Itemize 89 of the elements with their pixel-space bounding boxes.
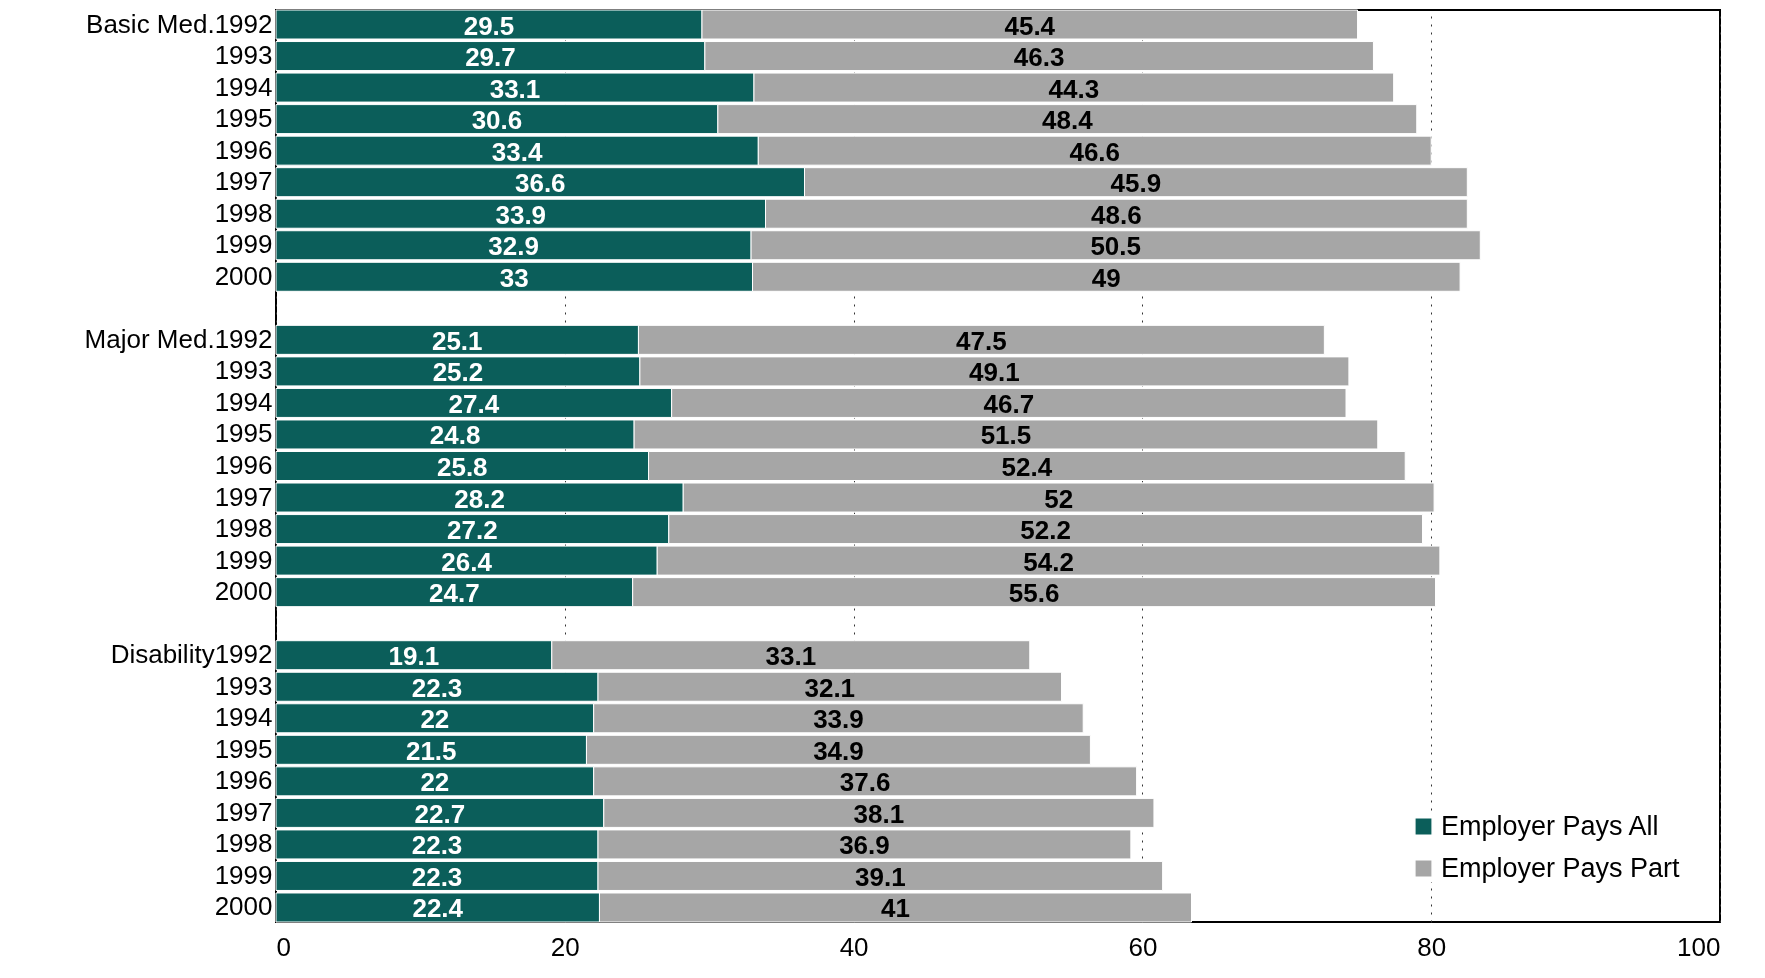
- data-label: 52.4: [1001, 452, 1053, 482]
- y-tick-label: 1996: [214, 134, 273, 165]
- data-label: 34.9: [813, 735, 864, 766]
- data-label: 25.2: [432, 357, 484, 388]
- data-label: 22: [420, 767, 450, 798]
- data-label: 37.6: [839, 767, 891, 798]
- x-tick-label: 100: [1677, 931, 1721, 962]
- y-tick-label: 1999: [214, 229, 273, 260]
- y-tick-label: 1994: [214, 71, 273, 102]
- y-tick-label: 1994: [214, 702, 273, 733]
- y-tick-label: 1993: [214, 355, 273, 386]
- data-label: 48.4: [1042, 105, 1094, 136]
- y-tick-label: 1997: [214, 796, 273, 827]
- y-tick-label: 1995: [214, 103, 273, 134]
- data-label: 46.7: [983, 388, 1035, 419]
- data-label: 33.1: [765, 641, 817, 672]
- data-label: 24.8: [429, 420, 481, 451]
- data-label: 19.1: [388, 641, 440, 672]
- data-label: 32.9: [488, 231, 539, 262]
- x-tick-label: 20: [550, 931, 580, 962]
- data-label: 27.4: [448, 388, 500, 419]
- data-label: 46.3: [1013, 42, 1065, 73]
- data-label: 39.1: [855, 861, 906, 892]
- data-label: 22.3: [411, 672, 463, 703]
- data-label: 47.5: [956, 325, 1007, 356]
- data-label: 48.6: [1091, 199, 1142, 230]
- data-label: 45.9: [1110, 168, 1162, 199]
- data-label: 28.2: [454, 483, 505, 514]
- data-label: 22.7: [414, 798, 466, 829]
- y-tick-label: 1998: [214, 513, 273, 544]
- data-label: 44.3: [1048, 73, 1100, 104]
- data-label: 51.5: [980, 420, 1032, 451]
- data-label: 25.1: [431, 325, 483, 356]
- data-label: 29.7: [465, 42, 516, 73]
- data-label: 33.1: [489, 73, 541, 104]
- data-label: 52.2: [1020, 515, 1071, 546]
- x-tick-label: 0: [276, 931, 291, 962]
- data-label: 33.9: [813, 704, 864, 735]
- data-label: 22.4: [412, 893, 464, 924]
- y-tick-label: 1999: [214, 859, 273, 890]
- data-label: 22: [420, 704, 450, 735]
- data-label: 33: [499, 262, 529, 293]
- y-tick-label: 1996: [214, 450, 273, 480]
- data-label: 33.4: [491, 136, 543, 167]
- data-label: 45.4: [1004, 10, 1056, 41]
- x-tick-label: 80: [1417, 931, 1447, 962]
- data-label: 46.6: [1069, 136, 1121, 167]
- legend-label: Employer Pays All: [1441, 810, 1659, 841]
- y-tick-label: 1997: [214, 166, 273, 197]
- y-tick-label: 2000: [214, 576, 273, 607]
- legend-label: Employer Pays Part: [1441, 852, 1681, 883]
- data-label: 49: [1091, 262, 1121, 293]
- data-label: 32.1: [804, 672, 856, 703]
- data-label: 41: [881, 893, 910, 924]
- y-tick-label: 1993: [214, 40, 273, 71]
- data-label: 27.2: [447, 515, 498, 546]
- x-tick-label: 60: [1128, 931, 1158, 962]
- y-tick-label: 1998: [214, 828, 273, 859]
- data-label: 55.6: [1008, 578, 1060, 609]
- data-label: 22.3: [411, 861, 463, 892]
- data-label: 26.4: [441, 546, 493, 577]
- data-label: 29.5: [463, 10, 515, 41]
- y-tick-label: 1999: [214, 544, 273, 575]
- y-tick-label: 1993: [214, 670, 273, 701]
- y-tick-label: 1995: [214, 733, 273, 764]
- y-tick-label: Basic Med.1992: [86, 8, 273, 39]
- y-tick-label: 2000: [214, 260, 273, 291]
- data-label: 54.2: [1023, 546, 1074, 577]
- y-tick-label: 1994: [214, 386, 273, 417]
- data-label: 36.6: [514, 168, 566, 199]
- data-label: 24.7: [429, 578, 480, 609]
- data-label: 52: [1044, 483, 1074, 514]
- data-label: 36.9: [839, 830, 890, 861]
- y-tick-label: 1996: [214, 765, 273, 796]
- y-tick-label: 1998: [214, 197, 273, 228]
- data-label: 22.3: [411, 830, 463, 861]
- data-label: 21.5: [405, 735, 457, 766]
- data-label: 25.8: [436, 452, 488, 482]
- x-tick-label: 40: [839, 931, 869, 962]
- data-label: 50.5: [1090, 231, 1141, 262]
- y-tick-label: 1995: [214, 418, 273, 449]
- y-tick-label: Disability1992: [110, 639, 273, 670]
- data-label: 30.6: [471, 105, 523, 136]
- data-label: 38.1: [853, 798, 905, 829]
- data-label: 33.9: [495, 199, 547, 230]
- y-tick-label: Major Med.1992: [84, 323, 273, 354]
- y-tick-label: 1997: [214, 481, 273, 512]
- y-tick-label: 2000: [214, 891, 273, 922]
- data-label: 49.1: [969, 357, 1020, 388]
